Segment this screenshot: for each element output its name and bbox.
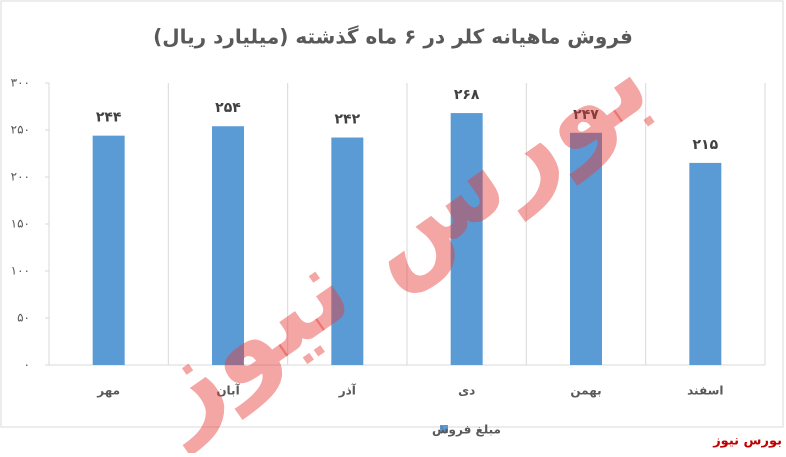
y-tick-label: ۵۰ [17, 311, 30, 325]
data-label: ۲۴۷ [573, 107, 599, 123]
x-tick-label: آبان [216, 383, 240, 398]
bar [92, 135, 125, 365]
x-tick-label: آذر [338, 383, 357, 398]
x-tick-label: اسفند [687, 384, 723, 398]
y-tick-label: ۳۰۰ [11, 76, 30, 90]
data-label: ۲۶۸ [454, 87, 480, 103]
y-tick-label: ۱۰۰ [11, 264, 30, 278]
y-tick-label: ۰ [24, 358, 30, 372]
legend-swatch [440, 425, 448, 433]
bar [570, 132, 602, 365]
bar [450, 113, 483, 365]
x-tick-label: مهر [96, 384, 120, 398]
x-tick-label: بهمن [570, 384, 601, 398]
y-tick-label: ۲۵۰ [11, 123, 30, 137]
data-label: ۲۱۵ [693, 137, 719, 153]
y-tick-label: ۲۰۰ [11, 170, 30, 184]
chart-title: فروش ماهیانه کلر در ۶ ماه گذشته (میلیارد… [153, 25, 633, 49]
y-tick-label: ۱۵۰ [11, 217, 30, 231]
legend-label: مبلغ فروش [432, 423, 501, 438]
bar [212, 126, 244, 366]
data-label: ۲۴۴ [96, 110, 122, 126]
data-label: ۲۵۴ [215, 100, 241, 116]
data-label: ۲۴۲ [335, 112, 361, 128]
source-label: بورس نیوز [712, 434, 782, 449]
x-tick-label: دی [458, 384, 475, 398]
bar [331, 137, 364, 365]
bar [689, 162, 722, 365]
chart-frame [0, 0, 784, 428]
